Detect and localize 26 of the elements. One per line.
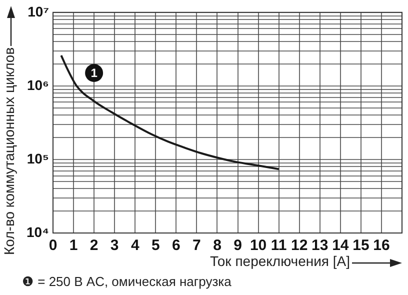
x-tick-label: 11 bbox=[270, 237, 287, 254]
x-tick-label: 5 bbox=[151, 237, 160, 254]
x-tick-label: 0 bbox=[48, 237, 58, 254]
x-tick-label: 9 bbox=[234, 237, 242, 254]
text: ❶ = 250 В AC, омическая нагрузка bbox=[22, 274, 232, 289]
y-tick-label: 10⁷ bbox=[28, 3, 50, 20]
x-tick-label: 4 bbox=[130, 237, 140, 254]
x-tick-label: 10 bbox=[250, 237, 267, 254]
x-tick-label: 15 bbox=[352, 237, 370, 254]
line-series bbox=[60, 54, 280, 170]
y-tick-label: 10⁶ bbox=[26, 76, 49, 93]
x-tick-label: 1 bbox=[69, 237, 78, 254]
annotation: 1 bbox=[90, 66, 98, 80]
x-tick-label: 8 bbox=[213, 237, 222, 254]
x-tick-label: 16 bbox=[373, 237, 390, 254]
y-tick-label: 10⁵ bbox=[26, 150, 49, 166]
x-tick-label: 3 bbox=[110, 237, 119, 254]
y-tick-label: 10⁴ bbox=[26, 224, 50, 240]
y-axis-title: Кол-во коммутационных циклов bbox=[1, 47, 17, 255]
x-axis-title: Ток переключения [A] bbox=[210, 253, 350, 269]
x-tick-label: 6 bbox=[172, 237, 180, 254]
x-tick-label: 7 bbox=[192, 237, 201, 254]
x-tick-label: 2 bbox=[90, 237, 98, 254]
x-tick-label: 13 bbox=[312, 237, 328, 254]
x-tick-label: 14 bbox=[332, 237, 350, 254]
x-tick-label: 12 bbox=[291, 237, 308, 254]
